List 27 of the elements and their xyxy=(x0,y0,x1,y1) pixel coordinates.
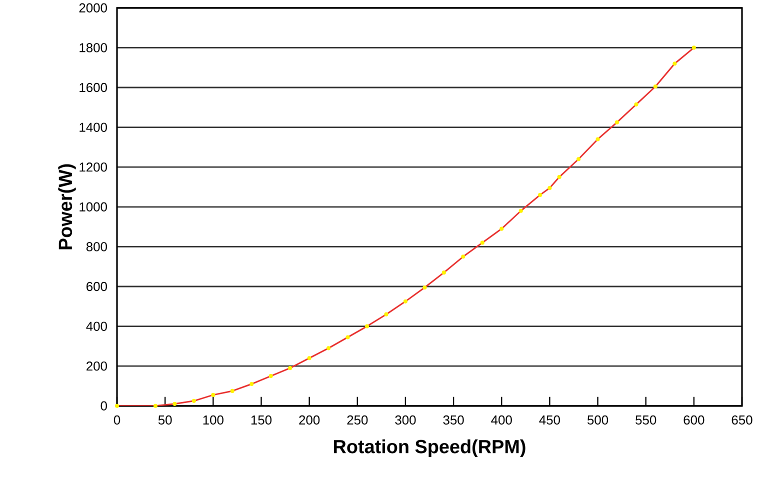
x-tick-label: 600 xyxy=(684,415,704,425)
x-axis-title: Rotation Speed(RPM) xyxy=(334,439,526,458)
x-tick-label: 350 xyxy=(443,415,464,425)
y-tick-label: 800 xyxy=(86,242,107,252)
x-tick-label: 500 xyxy=(587,415,608,425)
x-tick-label: 200 xyxy=(299,415,320,425)
y-tick-label: 600 xyxy=(86,282,107,292)
y-tick-label: 200 xyxy=(86,362,107,371)
y-tick-label: 1000 xyxy=(80,202,107,212)
x-tick-label: 300 xyxy=(395,415,416,425)
x-tick-label: 400 xyxy=(491,415,512,425)
x-tick-label: 150 xyxy=(251,415,272,425)
y-axis-title: Power(W) xyxy=(58,164,76,250)
y-tick-label: 1800 xyxy=(80,43,107,52)
x-tick-label: 550 xyxy=(636,415,656,425)
x-tick-label: 250 xyxy=(347,415,368,425)
x-tick-label: 650 xyxy=(732,415,752,425)
x-tick-label: 50 xyxy=(158,415,172,425)
x-tick-label: 100 xyxy=(203,415,224,425)
y-tick-label: 0 xyxy=(100,401,107,411)
y-tick-label: 1200 xyxy=(80,162,107,172)
y-tick-label: 1600 xyxy=(80,82,107,92)
y-tick-label: 1400 xyxy=(80,122,107,132)
x-tick-label: 0 xyxy=(114,415,120,425)
y-tick-label: 2000 xyxy=(79,3,107,13)
x-tick-label: 450 xyxy=(539,415,560,425)
y-tick-label: 400 xyxy=(86,322,107,331)
